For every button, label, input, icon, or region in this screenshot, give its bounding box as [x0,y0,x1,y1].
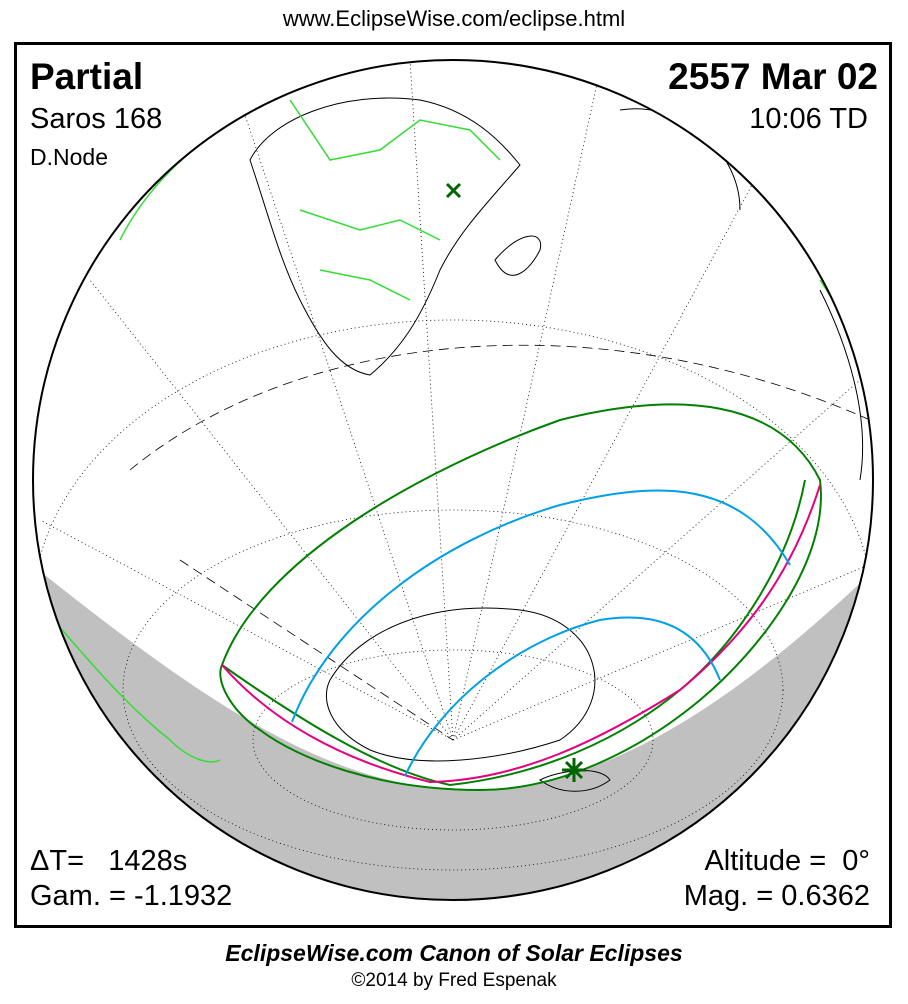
maximum-eclipse-line [221,484,821,784]
footer-title: EclipseWise.com Canon of Solar Eclipses [225,940,683,966]
ecliptic-lines [129,344,871,741]
magnitude-curves [291,489,791,777]
asterisk-icon [562,758,586,782]
map-frame [14,42,892,928]
node: D.Node [30,144,108,170]
coastlines [249,97,864,792]
saros-number: Saros 168 [30,103,163,135]
gamma: Gam. = -1.1932 [30,880,233,912]
penumbral-limit-inner [221,479,806,787]
x-icon [445,182,462,199]
eclipse-time: 10:06 TD [749,103,868,135]
globe-outline [32,59,874,901]
graticule [33,60,873,900]
globe-disk [33,60,873,900]
penumbral-limit-curve [219,403,822,792]
altitude: Altitude = 0° [704,845,870,877]
eclipse-date: 2557 Mar 02 [668,56,878,97]
magnitude: Mag. = 0.6362 [683,880,870,912]
source-url: www.EclipseWise.com/eclipse.html [282,6,626,31]
delta-t: ΔT= 1428s [30,845,188,877]
eclipse-type: Partial [30,56,144,97]
footer-copyright: ©2014 by Fred Espenak [351,970,557,991]
